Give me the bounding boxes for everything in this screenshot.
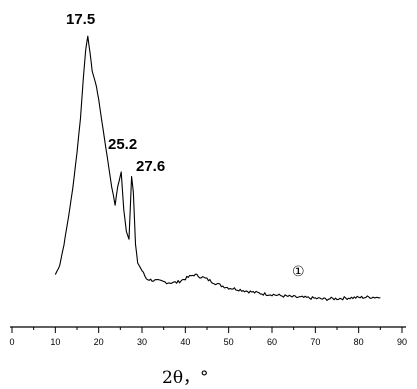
x-axis-ticks bbox=[11, 327, 403, 333]
peak-label-17-5: 17.5 bbox=[66, 11, 95, 28]
series-1-line bbox=[54, 35, 381, 301]
x-tick-label: 60 bbox=[267, 337, 277, 347]
x-axis-title: 2θ，° bbox=[162, 368, 209, 388]
x-tick-label: 50 bbox=[224, 337, 234, 347]
x-tick-label: 20 bbox=[94, 337, 104, 347]
x-tick-label: 40 bbox=[180, 337, 190, 347]
series-marker: ① bbox=[292, 264, 305, 280]
x-tick-label: 0 bbox=[9, 337, 14, 347]
x-tick-label: 80 bbox=[354, 337, 364, 347]
x-tick-label: 70 bbox=[310, 337, 320, 347]
x-tick-label: 10 bbox=[50, 337, 60, 347]
peak-label-25-2: 25.2 bbox=[108, 136, 137, 153]
x-tick-label: 30 bbox=[137, 337, 147, 347]
peak-label-27-6: 27.6 bbox=[136, 158, 165, 175]
x-axis-tick-labels: 0 10 20 30 40 50 60 70 80 90 bbox=[9, 337, 407, 347]
x-tick-label: 90 bbox=[397, 337, 407, 347]
